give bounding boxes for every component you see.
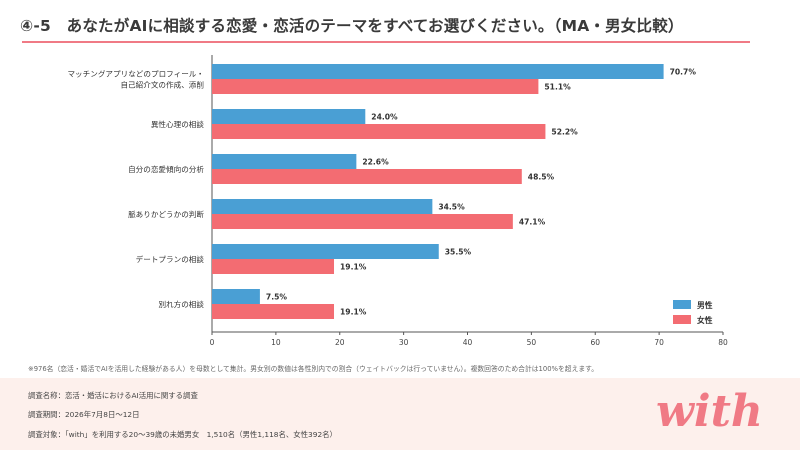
x-tick-label: 80 xyxy=(718,338,728,347)
data-label: 47.1% xyxy=(519,218,546,227)
logo-text: with xyxy=(656,386,763,437)
legend-label: 男性 xyxy=(697,300,713,310)
bar-male xyxy=(212,64,664,79)
data-label: 7.5% xyxy=(266,293,287,302)
data-label: 22.6% xyxy=(362,158,389,167)
x-tick-label: 40 xyxy=(463,338,473,347)
bar-male xyxy=(212,199,433,214)
x-tick-label: 60 xyxy=(590,338,600,347)
bar-female xyxy=(212,79,539,94)
category-label: 別れ方の相談 xyxy=(158,299,204,309)
survey-target: 調査対象：「with」を利用する20〜39歳の未婚男女 1,510名（男性1,1… xyxy=(28,430,337,439)
with-logo: with xyxy=(656,386,763,437)
x-tick-label: 70 xyxy=(654,338,664,347)
bar-male xyxy=(212,154,357,169)
x-tick-label: 10 xyxy=(271,338,281,347)
legend-label: 女性 xyxy=(697,315,713,325)
data-label: 48.5% xyxy=(528,173,555,182)
bar-female xyxy=(212,214,513,229)
bar-male xyxy=(212,244,439,259)
legend-swatch xyxy=(673,300,691,309)
category-label: 脈ありかどうかの判断 xyxy=(128,209,204,219)
x-tick-label: 0 xyxy=(210,338,215,347)
data-label: 70.7% xyxy=(670,68,697,77)
category-label: 自分の恋愛傾向の分析 xyxy=(128,164,204,174)
data-label: 52.2% xyxy=(551,128,578,137)
bar-female xyxy=(212,304,335,319)
category-label: デートプランの相談 xyxy=(136,254,205,264)
bar-chart: 0 10 20 30 40 50 60 70 80 マッチングアプリなどのプロフィール・自己紹介文… xyxy=(67,55,728,347)
category-label: 異性心理の相談 xyxy=(151,119,205,129)
survey-info-panel: 調査名称：恋活・婚活におけるAI活用に関する調査 調査期間：2026年7月8日〜… xyxy=(0,378,800,450)
bar-female xyxy=(212,124,546,139)
page-title: ④-5 あなたがAIに相談する恋愛・恋活のテーマをすべてお選びください。（MA・… xyxy=(20,17,684,35)
data-label: 19.1% xyxy=(340,308,367,317)
data-label: 24.0% xyxy=(371,113,398,122)
category-label: マッチングアプリなどのプロフィール・ xyxy=(67,69,204,79)
data-label: 34.5% xyxy=(438,203,465,212)
data-label: 35.5% xyxy=(445,248,472,257)
bar-male xyxy=(212,109,366,124)
category-label: 自己紹介文の作成、添削 xyxy=(120,80,204,90)
bar-female xyxy=(212,169,522,184)
title-underline xyxy=(22,41,750,43)
survey-name: 調査名称：恋活・婚活におけるAI活用に関する調査 xyxy=(28,391,198,400)
x-tick-label: 30 xyxy=(399,338,409,347)
survey-period: 調査期間：2026年7月8日〜12日 xyxy=(28,410,140,419)
x-tick-label: 20 xyxy=(335,338,345,347)
footnote: ※976名（恋活・婚活でAIを活用した経験がある人）を母数として集計。男女別の数… xyxy=(28,365,599,373)
data-label: 51.1% xyxy=(544,83,571,92)
data-label: 19.1% xyxy=(340,263,367,272)
bar-female xyxy=(212,259,335,274)
x-tick-label: 50 xyxy=(527,338,537,347)
bar-male xyxy=(212,289,260,304)
legend-swatch xyxy=(673,315,691,324)
